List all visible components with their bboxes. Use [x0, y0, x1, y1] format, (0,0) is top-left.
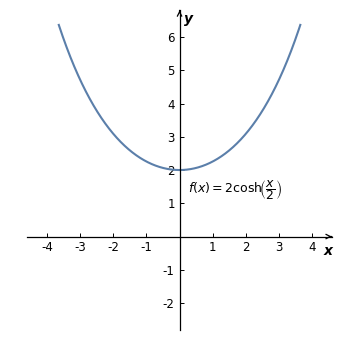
Text: x: x — [324, 244, 333, 257]
Text: $f(x) = 2\mathrm{cosh}\!\left(\dfrac{x}{2}\right)$: $f(x) = 2\mathrm{cosh}\!\left(\dfrac{x}{… — [188, 178, 282, 202]
Text: y: y — [184, 12, 193, 26]
